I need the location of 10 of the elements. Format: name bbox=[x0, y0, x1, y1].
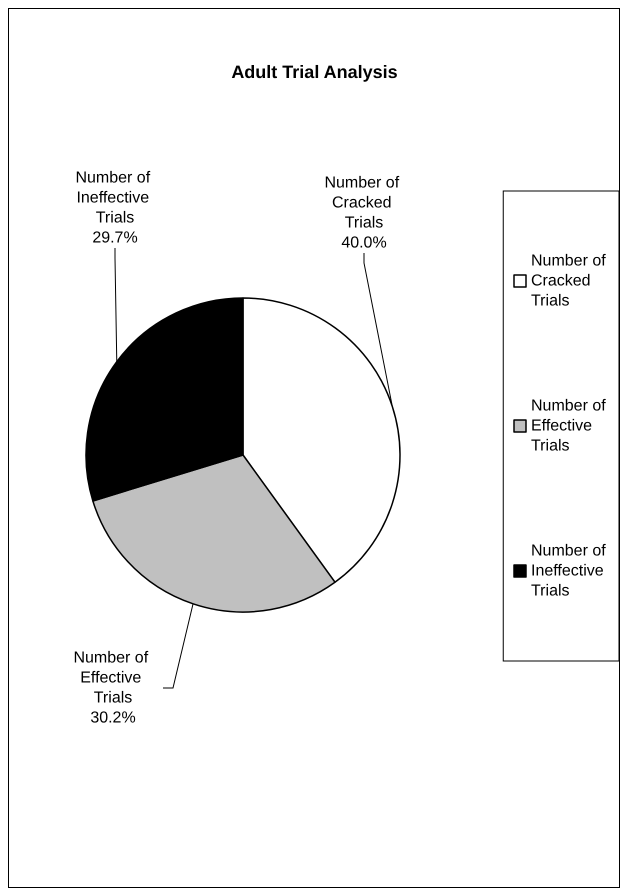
slice-label: Number of Effective Trials bbox=[73, 650, 153, 706]
data-label: 40.0% bbox=[341, 234, 387, 252]
chart-title: Adult Trial Analysis bbox=[231, 62, 398, 82]
legend-label: Number of Ineffective Trials bbox=[531, 542, 610, 600]
data-label: 29.7% bbox=[92, 230, 138, 246]
data-label: 30.2% bbox=[90, 710, 136, 726]
slice-label: Number of Ineffective Trials bbox=[75, 170, 155, 226]
legend-label: Number of Cracked Trials bbox=[531, 252, 610, 310]
legend-label: Number of Effective Trials bbox=[531, 398, 610, 454]
slice-label: Number of Cracked Trials bbox=[324, 174, 404, 232]
